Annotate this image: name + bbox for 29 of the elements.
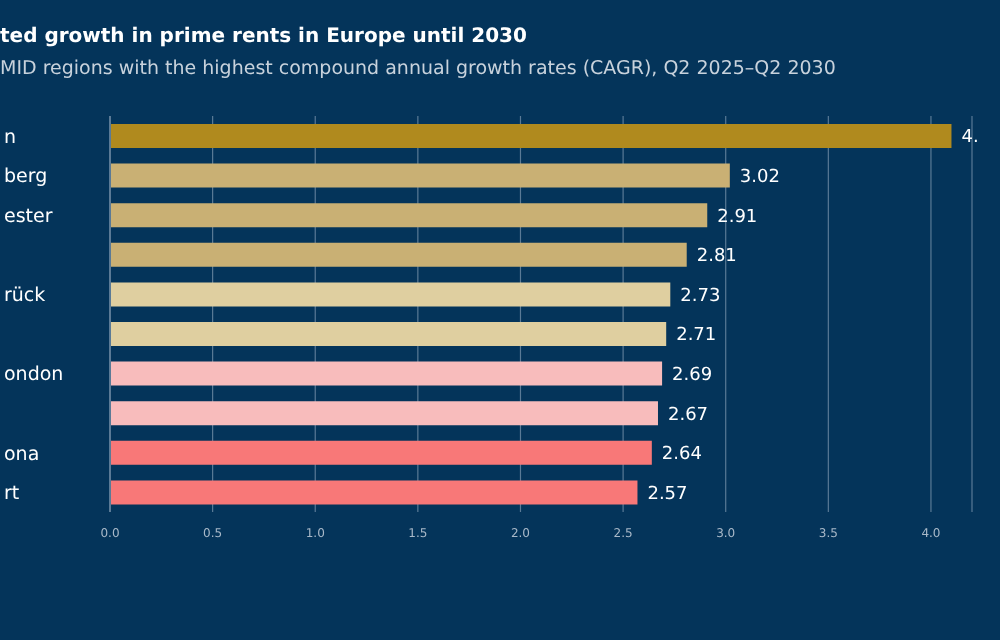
- chart-title: ted growth in prime rents in Europe until 2030: [0, 26, 527, 48]
- data-label: 2.91: [717, 207, 758, 228]
- bar: [110, 203, 708, 228]
- chart-subtitle: MID regions with the highest compound annual growth rates (CAGR), Q2 2025–Q2 2030: [0, 58, 836, 80]
- y-tick-label: n: [4, 126, 17, 149]
- bar: [110, 163, 730, 188]
- data-label: 2.69: [672, 365, 713, 386]
- bar: [110, 440, 652, 465]
- y-tick-label: rt: [4, 483, 20, 506]
- y-tick-label: ester: [4, 206, 53, 228]
- bar: [110, 480, 638, 505]
- y-tick-label: berg: [4, 166, 48, 189]
- bar: [110, 322, 667, 346]
- bar: [110, 361, 663, 386]
- y-tick-label: ondon: [4, 364, 64, 387]
- data-label: 2.64: [661, 445, 703, 466]
- data-label: 2.81: [696, 247, 737, 268]
- data-label: 2.57: [647, 484, 688, 505]
- y-tick-label: ona: [4, 443, 40, 466]
- data-label: 2.67: [667, 405, 709, 426]
- data-label: 3.02: [739, 167, 780, 188]
- data-label: 2.71: [676, 326, 717, 347]
- data-label: 2.73: [680, 286, 721, 307]
- data-label: 4.: [961, 128, 979, 149]
- bar: [110, 242, 687, 267]
- bar: [110, 124, 952, 148]
- bar: [110, 401, 658, 426]
- y-tick-label: rück: [4, 285, 47, 308]
- bar: [110, 282, 671, 307]
